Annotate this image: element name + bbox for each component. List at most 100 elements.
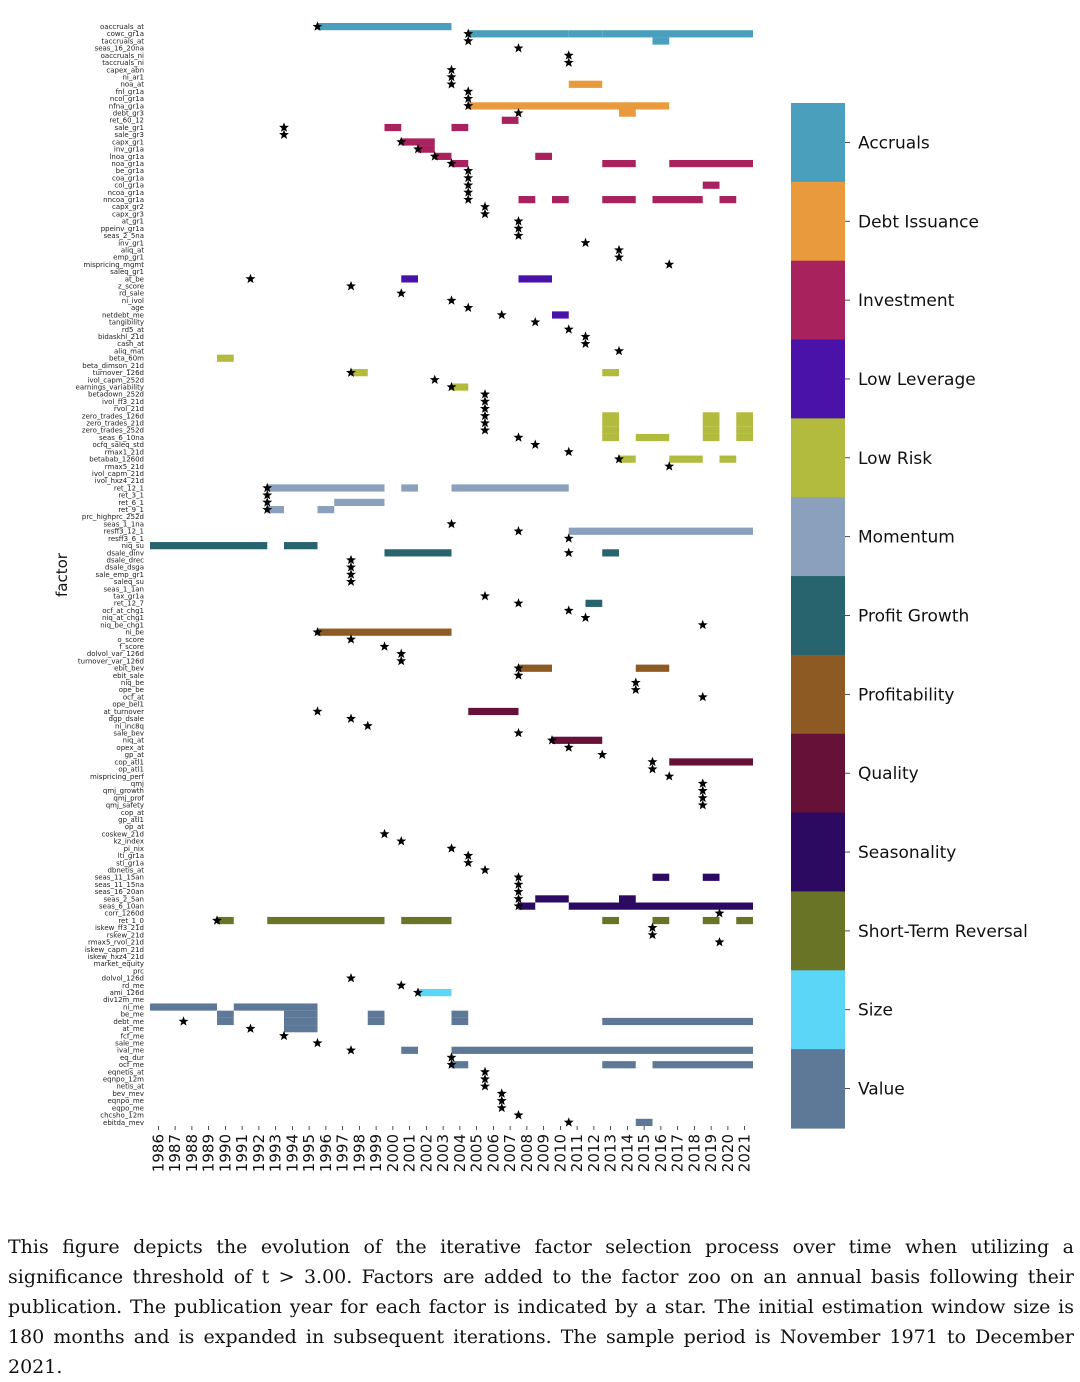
factor-label: ni_inc8q [115, 722, 144, 730]
publication-star [212, 915, 222, 925]
selection-segment [702, 873, 720, 881]
selection-segment [518, 275, 552, 283]
selection-segment [602, 159, 636, 168]
selection-segment [602, 419, 619, 427]
factor-label: kz_index [114, 838, 144, 846]
selection-segment [384, 123, 402, 132]
publication-star [463, 302, 474, 312]
factor-label: ret_12_1 [114, 484, 144, 492]
selection-segment [602, 369, 619, 377]
factor-label: ni_me [123, 1003, 144, 1011]
publication-star [346, 562, 356, 572]
factor-label: rmax5_21d [105, 463, 144, 471]
legend-label: Low Risk [858, 449, 932, 469]
factor-label: at_be [125, 275, 144, 283]
publication-star [496, 309, 507, 320]
factor-label: noa_at [120, 81, 144, 89]
selection-segment [652, 916, 670, 925]
factor-label: zero_trades_21d [86, 420, 144, 428]
selection-segment [535, 152, 552, 160]
publication-star [630, 684, 641, 695]
factor-label: ret_6_1 [118, 499, 144, 507]
factor-label: niq_at_chg1 [102, 614, 144, 622]
selection-segment [418, 989, 452, 997]
year-label: 1987 [166, 1134, 184, 1172]
factor-label: beta_dimson_21d [82, 362, 144, 370]
legend-label: Momentum [858, 528, 955, 548]
publication-star [714, 936, 725, 947]
legend-label: Low Leverage [858, 370, 976, 390]
factor-label: ret_60_12 [109, 117, 144, 125]
selection-segment [518, 902, 536, 910]
legend-swatch [791, 418, 845, 498]
factor-label: capx_gr1 [112, 138, 144, 146]
legend-swatch [791, 970, 845, 1050]
factor-label: coskew_21d [102, 830, 144, 838]
publication-star [312, 706, 323, 716]
factor-label: oaccruals_at [100, 23, 144, 31]
publication-star [513, 432, 524, 442]
publication-star [396, 136, 407, 147]
year-label: 1992 [250, 1134, 268, 1172]
publication-star [664, 259, 675, 269]
selection-segment [552, 311, 569, 319]
publication-star [647, 922, 658, 932]
factor-label: cash_at [117, 340, 144, 348]
year-label: 2001 [401, 1134, 419, 1172]
selection-segment [451, 1046, 753, 1054]
factor-label: qmj_safety [106, 802, 144, 810]
publication-star [446, 64, 457, 75]
publication-star [463, 100, 474, 111]
publication-star [396, 836, 407, 846]
legend-label: Short-Term Reversal [858, 922, 1028, 942]
publication-star [513, 886, 524, 896]
publication-star [279, 129, 289, 139]
publication-star [446, 518, 457, 529]
selection-segment [451, 1010, 469, 1018]
selection-segment [217, 1017, 234, 1026]
publication-star [513, 872, 524, 882]
factor-label: dsale_dsga [105, 564, 144, 572]
selection-segment [652, 1061, 753, 1069]
factor-label: debt_me [113, 1018, 144, 1026]
publication-star [446, 158, 457, 168]
publication-star [429, 374, 440, 385]
selection-segment [451, 159, 469, 168]
factor-label: at_turnover [103, 708, 144, 716]
factor-label: market_equity [94, 960, 144, 968]
publication-star [480, 1073, 490, 1084]
publication-star [346, 554, 356, 565]
year-label: 2009 [535, 1134, 553, 1172]
factor-label: debt_gr3 [113, 110, 144, 118]
legend-label: Seasonality [858, 843, 956, 863]
legend-label: Investment [858, 291, 955, 311]
publication-star [580, 612, 591, 622]
factor-label: dolvol_var_126d [87, 650, 144, 658]
factor-label: qmj [131, 780, 144, 788]
legend-label: Debt Issuance [858, 212, 979, 232]
factor-label: eqnetis_at [108, 1068, 145, 1076]
selection-segment [501, 116, 519, 124]
selection-segment [669, 758, 753, 766]
year-label: 2021 [736, 1134, 754, 1172]
selection-segment [635, 1118, 653, 1126]
publication-star [413, 143, 423, 154]
selection-segment [217, 354, 234, 362]
legend-swatch [791, 181, 845, 262]
publication-star [312, 21, 323, 31]
factor-label: ni_ivol [122, 297, 144, 305]
factor-label: rskew_21d [107, 931, 144, 939]
publication-star [580, 331, 591, 341]
selection-segment [619, 895, 636, 903]
factor-label: o_score [117, 636, 144, 644]
selection-segment [568, 902, 753, 910]
publication-star [446, 1052, 457, 1062]
selection-segment [702, 181, 720, 189]
factor-label: ncol_gr1a [110, 95, 144, 103]
publication-star [346, 973, 356, 983]
selection-segment [652, 37, 670, 45]
publication-star [262, 482, 273, 493]
selection-segment [451, 1017, 469, 1026]
factor-label: niq_be [121, 679, 144, 687]
publication-star [346, 1045, 356, 1055]
